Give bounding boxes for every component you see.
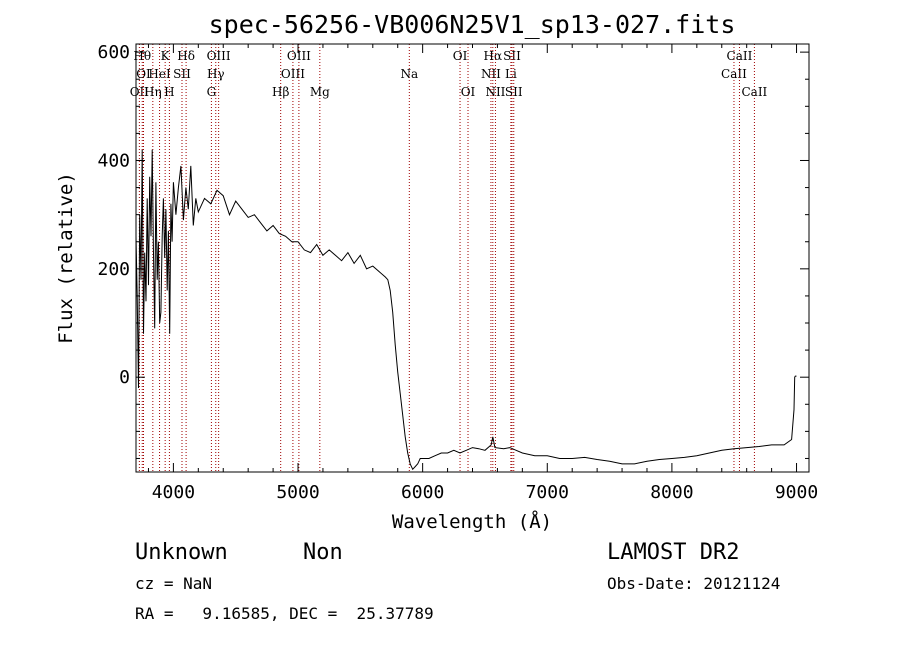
plot-frame [135,43,810,473]
line-marker-label: SII [503,49,521,63]
y-tick-label: 400 [97,150,130,171]
x-tick-label: 6000 [401,482,444,503]
line-marker-label: G [207,85,217,99]
x-axis-label: Wavelength (Å) [392,510,552,533]
cz-text: cz = NaN [135,574,212,593]
line-marker-label: OIII [287,49,311,63]
axis-ticks: 4000 5000 6000 7000 8000 9000 0 200 400 600 [97,42,818,503]
line-marker-label: Hγ [207,67,225,81]
line-marker-label: Li [505,67,517,81]
x-tick-label: 5000 [276,482,319,503]
line-markers: OIIHθOIHηHeIKHSIIHδGHγOIIIHβOIIIOIIIMgNa… [130,44,768,472]
line-marker-label: OI [461,85,476,99]
line-marker-label: K [161,49,171,63]
y-tick-label: 200 [97,259,130,280]
line-marker-label: SII [505,85,523,99]
line-marker-label: OIII [281,67,305,81]
y-tick-label: 600 [97,42,130,63]
line-marker-label: CaII [727,49,753,63]
line-marker-label: Hα [484,49,503,63]
line-marker-label: Mg [310,85,330,99]
chart-title: spec-56256-VB006N25V1_sp13-027.fits [209,10,736,39]
x-tick-label: 7000 [526,482,569,503]
line-marker-label: OI [136,67,151,81]
line-marker-label: HeI [148,67,171,81]
line-marker-label: OI [453,49,468,63]
line-marker-label: OIII [207,49,231,63]
y-axis-label: Flux (relative) [55,172,77,344]
x-tick-label: 4000 [152,482,195,503]
line-marker-label: Na [400,67,418,81]
x-tick-label: 8000 [650,482,693,503]
line-marker-label: H [164,85,174,99]
line-marker-label: NII [481,67,501,81]
x-tick-label: 9000 [775,482,818,503]
spectrum-line [135,149,797,471]
line-marker-label: Hδ [177,49,195,63]
survey-text: LAMOST DR2 [607,540,739,565]
subclass-text: Non [303,540,343,565]
line-marker-label: CaII [741,85,767,99]
class-text: Unknown [135,540,228,565]
line-marker-label: Hβ [272,85,289,99]
spectrum-series [135,149,797,471]
y-tick-label: 0 [119,367,130,388]
obs-date-text: Obs-Date: 20121124 [607,574,780,593]
line-marker-label: Hη [144,85,162,99]
line-marker-label: NII [485,85,505,99]
radec-text: RA = 9.16585, DEC = 25.37789 [135,604,434,623]
line-marker-label: CaII [721,67,747,81]
line-marker-label: SII [173,67,191,81]
line-marker-label: OII [130,85,150,99]
